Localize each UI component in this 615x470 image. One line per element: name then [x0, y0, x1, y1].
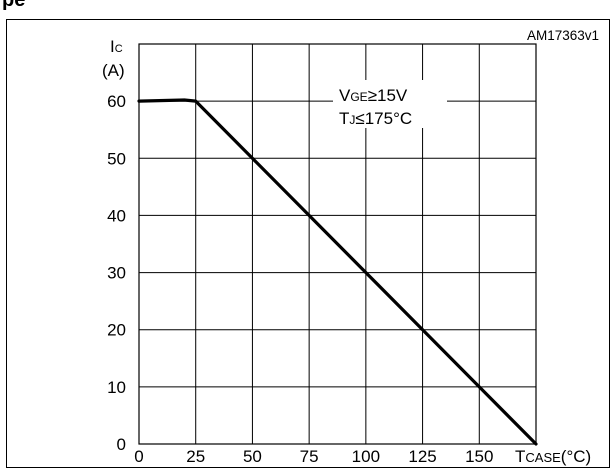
x-tick-label: 50	[243, 447, 262, 466]
y-tick-label: 50	[107, 149, 126, 168]
x-axis-label: TCASE(°C)	[515, 447, 591, 466]
annotation-vge: VGE≥15V	[339, 86, 408, 105]
x-tick-label: 25	[186, 447, 205, 466]
x-tick-label: 75	[300, 447, 319, 466]
y-tick-label: 0	[117, 435, 126, 454]
chart-frame	[6, 19, 610, 468]
series-line	[137, 98, 538, 446]
annotation-tj: TJ≤175°C	[339, 109, 412, 128]
y-tick-label: 40	[107, 206, 126, 225]
x-tick-label: 150	[465, 447, 493, 466]
page-title-fragment: pe	[2, 0, 26, 11]
figure-code: AM17363v1	[527, 28, 599, 43]
x-tick-label: 100	[352, 447, 380, 466]
y-tick-label: 30	[107, 264, 126, 283]
tick-labels: 0 25 50 75 100 125 150 0 10 20 30 40 50 60	[107, 92, 493, 466]
y-tick-label: 10	[107, 378, 126, 397]
annotation-backdrop	[333, 80, 447, 128]
y-axis-label: IC	[110, 37, 123, 56]
x-tick-label: 125	[408, 447, 436, 466]
y-axis-unit: (A)	[102, 61, 125, 80]
y-tick-label: 20	[107, 321, 126, 340]
x-tick-label: 0	[134, 447, 143, 466]
series-layer	[137, 98, 538, 446]
y-tick-label: 60	[107, 92, 126, 111]
plot-border	[138, 43, 537, 445]
